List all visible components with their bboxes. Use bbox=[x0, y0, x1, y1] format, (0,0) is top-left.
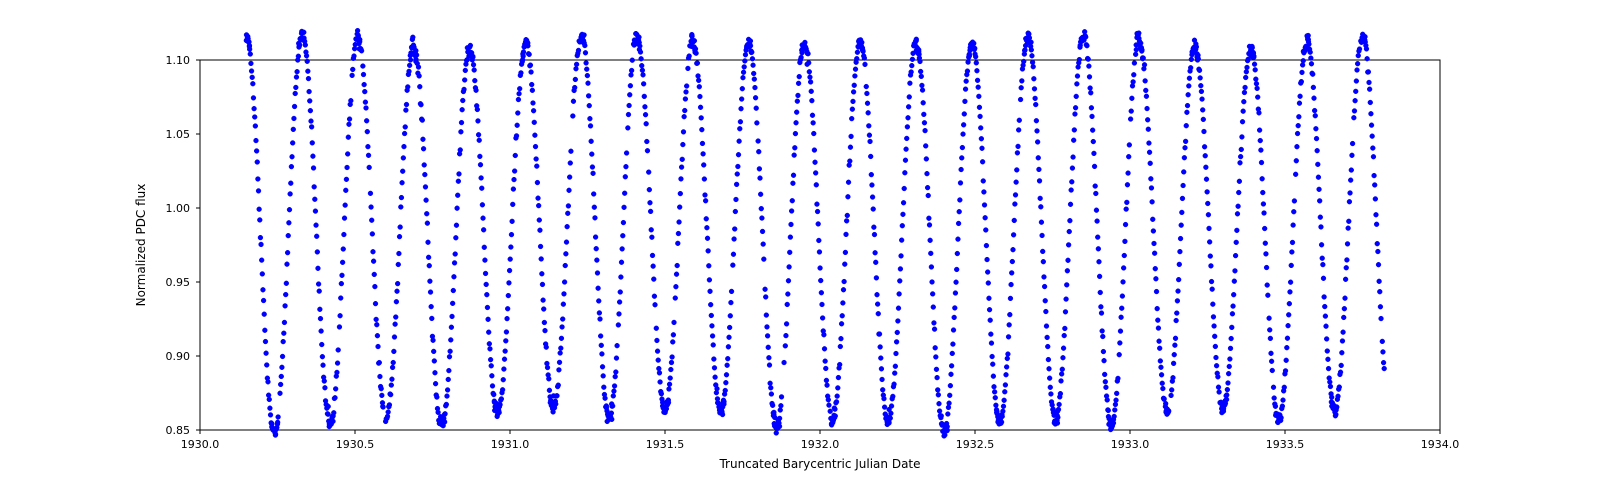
scatter-chart: 1930.0 1930.5 1931.0 1931.5 1932.0 1932.5 1933… bbox=[0, 0, 1600, 500]
xtick-label: 1933.0 bbox=[1111, 438, 1150, 451]
chart-container: 1930.0 1930.5 1931.0 1931.5 1932.0 1932.5 1933… bbox=[0, 0, 1600, 500]
ytick-label: 0.90 bbox=[166, 350, 191, 363]
ytick-label: 0.85 bbox=[166, 424, 191, 437]
xtick-label: 1931.0 bbox=[491, 438, 530, 451]
xtick-label: 1932.0 bbox=[801, 438, 840, 451]
xtick-label: 1931.5 bbox=[646, 438, 685, 451]
xtick-label: 1932.5 bbox=[956, 438, 995, 451]
ytick-label: 0.95 bbox=[166, 276, 191, 289]
xtick-label: 1933.5 bbox=[1266, 438, 1305, 451]
ytick-label: 1.00 bbox=[166, 202, 191, 215]
xtick-label: 1930.0 bbox=[181, 438, 220, 451]
y-axis-label: Normalized PDC flux bbox=[134, 184, 148, 307]
x-axis-label: Truncated Barycentric Julian Date bbox=[718, 457, 920, 471]
xtick-label: 1934.0 bbox=[1421, 438, 1460, 451]
xtick-label: 1930.5 bbox=[336, 438, 375, 451]
ytick-label: 1.05 bbox=[166, 128, 191, 141]
ytick-label: 1.10 bbox=[166, 54, 191, 67]
